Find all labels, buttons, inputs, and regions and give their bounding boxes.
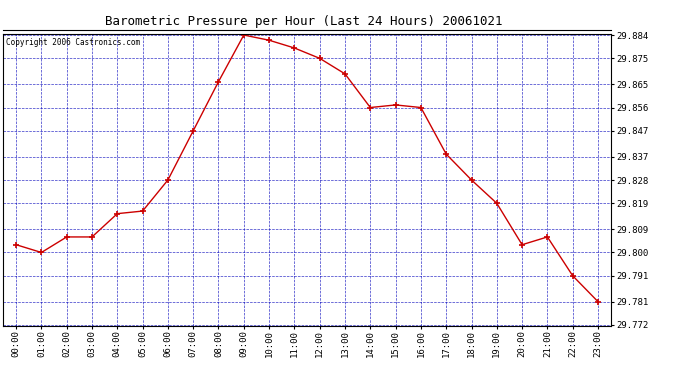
- Text: Copyright 2006 Castronics.com: Copyright 2006 Castronics.com: [6, 38, 141, 47]
- Text: Barometric Pressure per Hour (Last 24 Hours) 20061021: Barometric Pressure per Hour (Last 24 Ho…: [105, 15, 502, 28]
